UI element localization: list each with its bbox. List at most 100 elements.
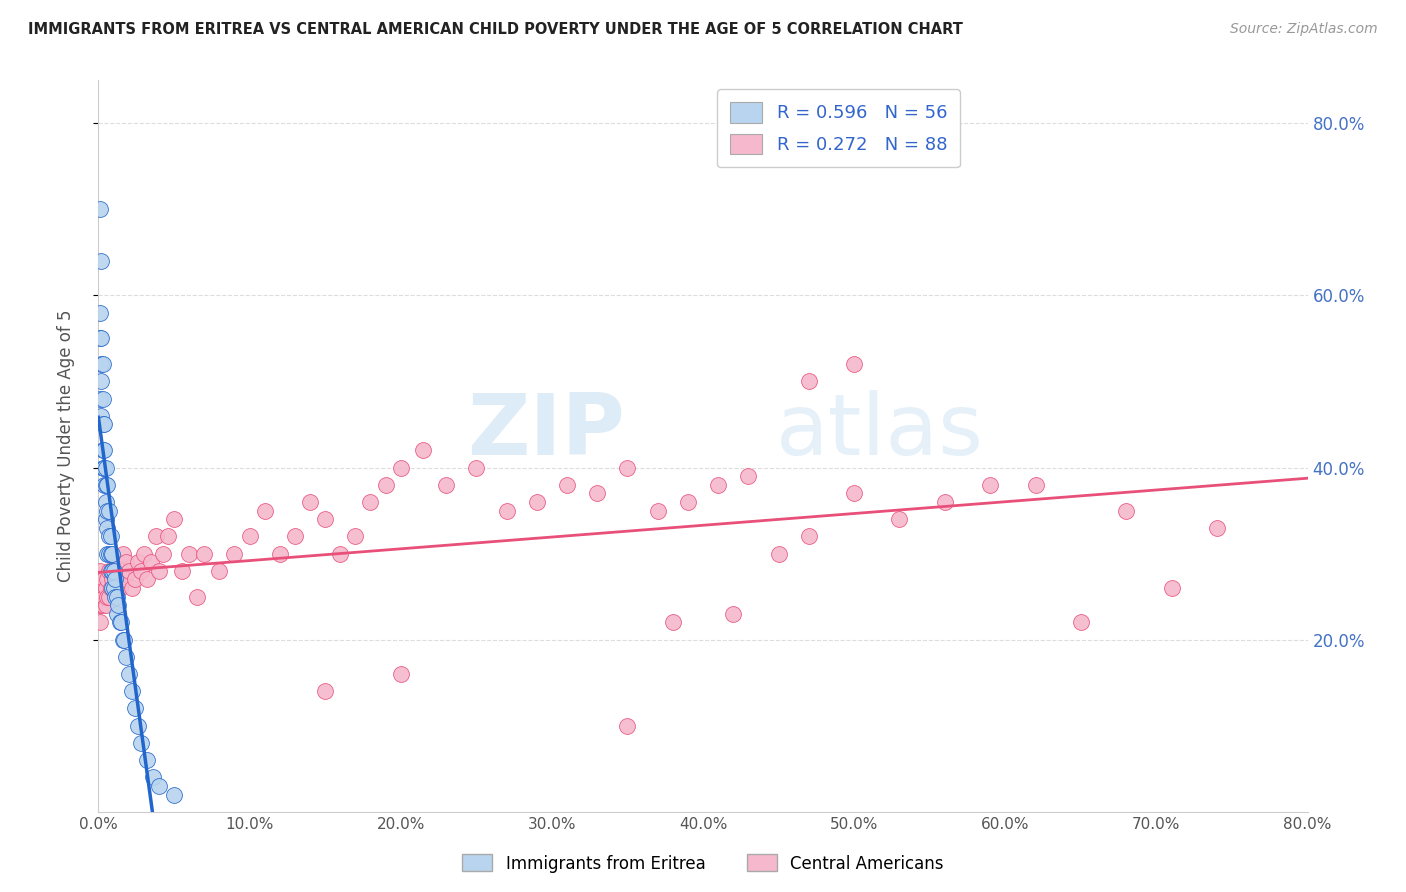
Point xyxy=(98,564,121,578)
Point xyxy=(93,573,115,587)
Point xyxy=(124,573,146,587)
Point xyxy=(89,564,111,578)
Point xyxy=(94,581,117,595)
Point xyxy=(1115,503,1137,517)
Point xyxy=(389,667,412,681)
Point xyxy=(156,529,179,543)
Point xyxy=(89,202,111,217)
Point xyxy=(98,590,121,604)
Point xyxy=(93,477,115,491)
Point xyxy=(135,753,157,767)
Point xyxy=(127,719,149,733)
Point xyxy=(91,598,114,612)
Point xyxy=(112,573,135,587)
Point xyxy=(93,417,115,432)
Point xyxy=(224,547,246,561)
Point xyxy=(91,581,114,595)
Point xyxy=(586,486,609,500)
Point xyxy=(90,581,112,595)
Point xyxy=(118,564,141,578)
Point xyxy=(112,632,135,647)
Point xyxy=(934,495,956,509)
Point xyxy=(105,590,128,604)
Point xyxy=(94,512,117,526)
Point xyxy=(91,460,114,475)
Point xyxy=(148,779,170,793)
Point xyxy=(208,564,231,578)
Point xyxy=(329,547,352,561)
Point xyxy=(90,409,112,423)
Point xyxy=(91,443,114,458)
Text: Source: ZipAtlas.com: Source: ZipAtlas.com xyxy=(1230,22,1378,37)
Point xyxy=(90,598,112,612)
Point xyxy=(104,590,127,604)
Point xyxy=(90,357,112,371)
Point xyxy=(979,477,1001,491)
Point xyxy=(96,547,118,561)
Point xyxy=(889,512,911,526)
Point xyxy=(163,512,186,526)
Point xyxy=(93,443,115,458)
Point xyxy=(103,564,125,578)
Point xyxy=(121,581,143,595)
Point xyxy=(98,529,121,543)
Point xyxy=(374,477,396,491)
Point xyxy=(253,503,276,517)
Point xyxy=(179,547,201,561)
Point xyxy=(110,564,132,578)
Point xyxy=(90,375,112,389)
Point xyxy=(98,503,121,517)
Point xyxy=(1160,581,1182,595)
Point xyxy=(797,529,820,543)
Point xyxy=(89,305,111,319)
Point xyxy=(127,555,149,569)
Point xyxy=(389,460,412,475)
Point xyxy=(118,667,141,681)
Point xyxy=(412,443,434,458)
Text: IMMIGRANTS FROM ERITREA VS CENTRAL AMERICAN CHILD POVERTY UNDER THE AGE OF 5 COR: IMMIGRANTS FROM ERITREA VS CENTRAL AMERI… xyxy=(28,22,963,37)
Point xyxy=(101,581,124,595)
Point xyxy=(114,649,136,664)
Point xyxy=(135,573,157,587)
Point xyxy=(107,598,129,612)
Point xyxy=(93,460,115,475)
Point xyxy=(555,477,578,491)
Point xyxy=(844,357,866,371)
Point xyxy=(129,736,152,750)
Point xyxy=(94,460,117,475)
Point xyxy=(108,581,131,595)
Point xyxy=(101,573,124,587)
Point xyxy=(94,477,117,491)
Point xyxy=(100,547,122,561)
Point xyxy=(108,615,131,630)
Point xyxy=(89,581,111,595)
Point xyxy=(844,486,866,500)
Point xyxy=(193,547,215,561)
Point xyxy=(90,254,112,268)
Point xyxy=(145,529,167,543)
Point xyxy=(661,615,683,630)
Point xyxy=(495,503,517,517)
Point xyxy=(1070,615,1092,630)
Point xyxy=(111,547,134,561)
Point xyxy=(124,701,146,715)
Point xyxy=(647,503,669,517)
Point xyxy=(93,590,115,604)
Point xyxy=(284,529,307,543)
Point xyxy=(104,564,127,578)
Text: ZIP: ZIP xyxy=(467,390,624,473)
Point xyxy=(434,477,457,491)
Legend: R = 0.596   N = 56, R = 0.272   N = 88: R = 0.596 N = 56, R = 0.272 N = 88 xyxy=(717,89,960,167)
Point xyxy=(768,547,790,561)
Point xyxy=(676,495,699,509)
Point xyxy=(90,590,112,604)
Point xyxy=(100,564,122,578)
Legend: Immigrants from Eritrea, Central Americans: Immigrants from Eritrea, Central America… xyxy=(456,847,950,880)
Point xyxy=(616,719,638,733)
Point xyxy=(96,590,118,604)
Point xyxy=(114,555,136,569)
Point xyxy=(89,331,111,345)
Point xyxy=(129,564,152,578)
Point xyxy=(107,555,129,569)
Point xyxy=(723,607,745,621)
